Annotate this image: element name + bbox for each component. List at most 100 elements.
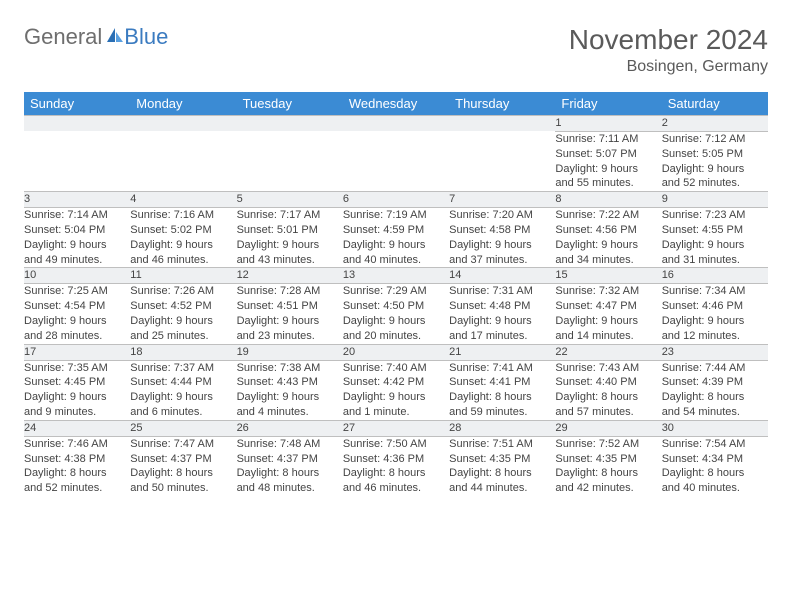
sunrise-text: Sunrise: 7:12 AM [662,132,768,147]
day-number-cell: 9 [662,192,768,208]
daylight-line1: Daylight: 9 hours [343,314,449,329]
day-number-cell: 29 [555,420,661,436]
day-number-row: 10111213141516 [24,268,768,284]
day-header: Tuesday [237,92,343,116]
sunrise-text: Sunrise: 7:19 AM [343,208,449,223]
sunrise-text: Sunrise: 7:40 AM [343,361,449,376]
daylight-line1: Daylight: 8 hours [555,466,661,481]
day-number-cell: 21 [449,344,555,360]
day-info-cell: Sunrise: 7:54 AMSunset: 4:34 PMDaylight:… [662,436,768,496]
daylight-line2: and 44 minutes. [449,481,555,496]
sunrise-text: Sunrise: 7:20 AM [449,208,555,223]
daylight-line1: Daylight: 8 hours [449,466,555,481]
sunrise-text: Sunrise: 7:32 AM [555,284,661,299]
day-info-cell: Sunrise: 7:41 AMSunset: 4:41 PMDaylight:… [449,360,555,420]
daylight-line1: Daylight: 9 hours [24,238,130,253]
day-number-cell [343,116,449,132]
daylight-line2: and 46 minutes. [130,253,236,268]
day-info-cell: Sunrise: 7:17 AMSunset: 5:01 PMDaylight:… [237,208,343,268]
sunset-text: Sunset: 5:02 PM [130,223,236,238]
sunrise-text: Sunrise: 7:41 AM [449,361,555,376]
sunrise-text: Sunrise: 7:46 AM [24,437,130,452]
sunrise-text: Sunrise: 7:22 AM [555,208,661,223]
daylight-line1: Daylight: 9 hours [237,314,343,329]
day-info-cell [237,131,343,191]
sunrise-text: Sunrise: 7:54 AM [662,437,768,452]
sunset-text: Sunset: 4:50 PM [343,299,449,314]
day-info-cell: Sunrise: 7:31 AMSunset: 4:48 PMDaylight:… [449,284,555,344]
daylight-line2: and 46 minutes. [343,481,449,496]
daylight-line1: Daylight: 8 hours [237,466,343,481]
day-number-cell: 6 [343,192,449,208]
sunrise-text: Sunrise: 7:34 AM [662,284,768,299]
daylight-line2: and 57 minutes. [555,405,661,420]
daylight-line2: and 50 minutes. [130,481,236,496]
day-number-cell: 25 [130,420,236,436]
daylight-line1: Daylight: 8 hours [24,466,130,481]
day-number-cell: 28 [449,420,555,436]
daylight-line1: Daylight: 9 hours [662,238,768,253]
day-number-cell: 17 [24,344,130,360]
day-info-cell: Sunrise: 7:19 AMSunset: 4:59 PMDaylight:… [343,208,449,268]
day-header: Sunday [24,92,130,116]
daylight-line2: and 25 minutes. [130,329,236,344]
daylight-line1: Daylight: 9 hours [130,238,236,253]
day-number-cell: 12 [237,268,343,284]
day-number-cell: 15 [555,268,661,284]
sunset-text: Sunset: 4:40 PM [555,375,661,390]
sunset-text: Sunset: 4:43 PM [237,375,343,390]
day-info-cell: Sunrise: 7:44 AMSunset: 4:39 PMDaylight:… [662,360,768,420]
day-header: Thursday [449,92,555,116]
day-info-cell: Sunrise: 7:29 AMSunset: 4:50 PMDaylight:… [343,284,449,344]
day-info-row: Sunrise: 7:35 AMSunset: 4:45 PMDaylight:… [24,360,768,420]
day-info-cell: Sunrise: 7:40 AMSunset: 4:42 PMDaylight:… [343,360,449,420]
day-number-cell: 16 [662,268,768,284]
day-info-cell: Sunrise: 7:34 AMSunset: 4:46 PMDaylight:… [662,284,768,344]
sunrise-text: Sunrise: 7:11 AM [555,132,661,147]
daylight-line1: Daylight: 9 hours [555,314,661,329]
daylight-line2: and 6 minutes. [130,405,236,420]
day-info-cell: Sunrise: 7:32 AMSunset: 4:47 PMDaylight:… [555,284,661,344]
logo: General Blue [24,24,168,50]
logo-word-1: General [24,24,102,50]
day-number-cell: 26 [237,420,343,436]
sunrise-text: Sunrise: 7:47 AM [130,437,236,452]
day-info-cell: Sunrise: 7:51 AMSunset: 4:35 PMDaylight:… [449,436,555,496]
day-number-cell: 19 [237,344,343,360]
daylight-line2: and 40 minutes. [662,481,768,496]
day-header: Wednesday [343,92,449,116]
daylight-line2: and 34 minutes. [555,253,661,268]
day-info-row: Sunrise: 7:25 AMSunset: 4:54 PMDaylight:… [24,284,768,344]
sunset-text: Sunset: 4:44 PM [130,375,236,390]
day-info-cell [343,131,449,191]
logo-sail-icon [106,24,124,50]
sunrise-text: Sunrise: 7:38 AM [237,361,343,376]
day-info-cell: Sunrise: 7:52 AMSunset: 4:35 PMDaylight:… [555,436,661,496]
sunrise-text: Sunrise: 7:16 AM [130,208,236,223]
daylight-line1: Daylight: 9 hours [449,238,555,253]
sunset-text: Sunset: 4:45 PM [24,375,130,390]
daylight-line1: Daylight: 8 hours [449,390,555,405]
sunset-text: Sunset: 5:04 PM [24,223,130,238]
daylight-line1: Daylight: 9 hours [343,238,449,253]
daylight-line1: Daylight: 9 hours [237,390,343,405]
day-info-cell: Sunrise: 7:26 AMSunset: 4:52 PMDaylight:… [130,284,236,344]
day-info-cell: Sunrise: 7:35 AMSunset: 4:45 PMDaylight:… [24,360,130,420]
daylight-line2: and 28 minutes. [24,329,130,344]
sunset-text: Sunset: 5:07 PM [555,147,661,162]
daylight-line2: and 1 minute. [343,405,449,420]
day-info-cell: Sunrise: 7:43 AMSunset: 4:40 PMDaylight:… [555,360,661,420]
day-info-row: Sunrise: 7:14 AMSunset: 5:04 PMDaylight:… [24,208,768,268]
sunset-text: Sunset: 4:37 PM [130,452,236,467]
sunrise-text: Sunrise: 7:28 AM [237,284,343,299]
daylight-line2: and 17 minutes. [449,329,555,344]
sunrise-text: Sunrise: 7:50 AM [343,437,449,452]
day-info-cell: Sunrise: 7:12 AMSunset: 5:05 PMDaylight:… [662,131,768,191]
day-number-cell: 2 [662,116,768,132]
sunset-text: Sunset: 4:35 PM [449,452,555,467]
day-info-cell: Sunrise: 7:28 AMSunset: 4:51 PMDaylight:… [237,284,343,344]
sunset-text: Sunset: 4:34 PM [662,452,768,467]
sunrise-text: Sunrise: 7:43 AM [555,361,661,376]
sunset-text: Sunset: 4:55 PM [662,223,768,238]
daylight-line1: Daylight: 9 hours [130,390,236,405]
